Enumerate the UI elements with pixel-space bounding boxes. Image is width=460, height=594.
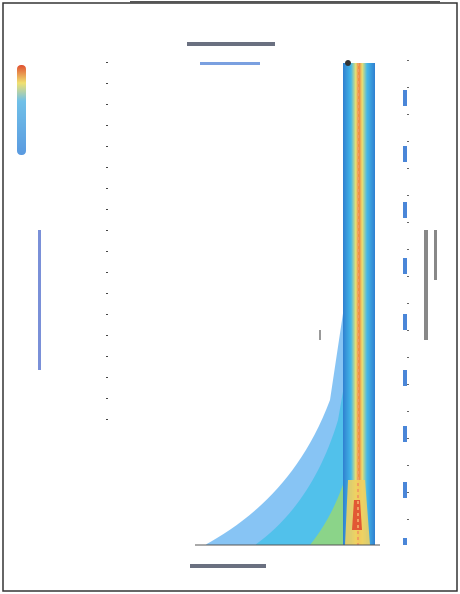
- density-tail-core: [310, 470, 350, 545]
- x-label-placeholder: [190, 564, 266, 568]
- color-bar: [17, 65, 26, 155]
- density-tail-inner: [255, 380, 345, 545]
- right-label-placeholder: [424, 230, 428, 340]
- top-marker: [345, 60, 351, 66]
- right-label-placeholder-2: [434, 230, 437, 280]
- title-placeholder: [187, 42, 275, 46]
- top-marks: [200, 62, 260, 65]
- y-label-placeholder: [38, 230, 41, 370]
- density-tail: [205, 300, 345, 545]
